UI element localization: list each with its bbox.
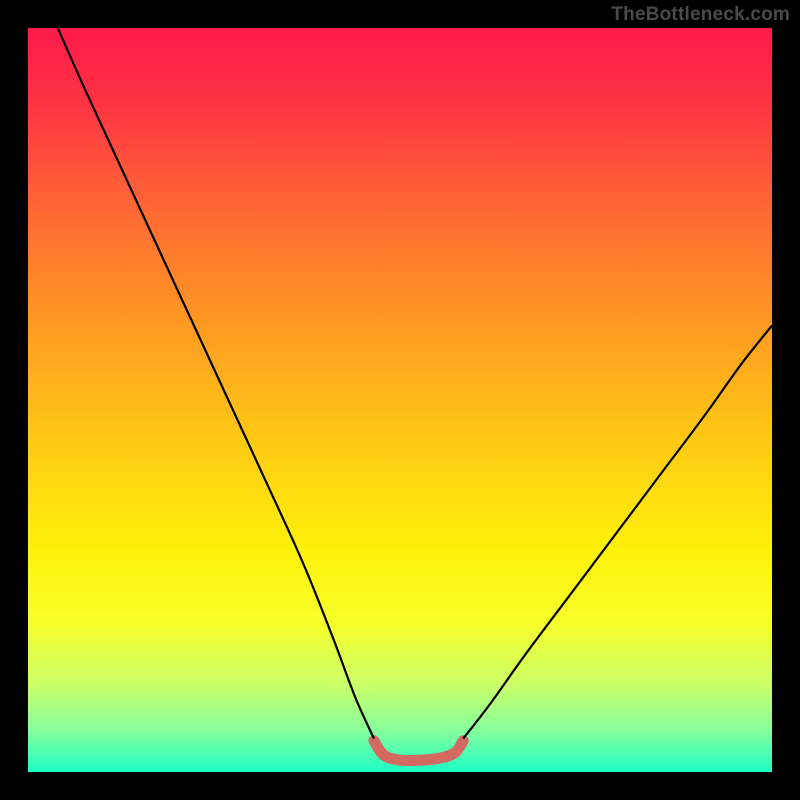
bottleneck-chart xyxy=(0,0,800,800)
chart-frame: TheBottleneck.com xyxy=(0,0,800,800)
gradient-background xyxy=(28,28,772,772)
watermark-text: TheBottleneck.com xyxy=(611,4,790,26)
